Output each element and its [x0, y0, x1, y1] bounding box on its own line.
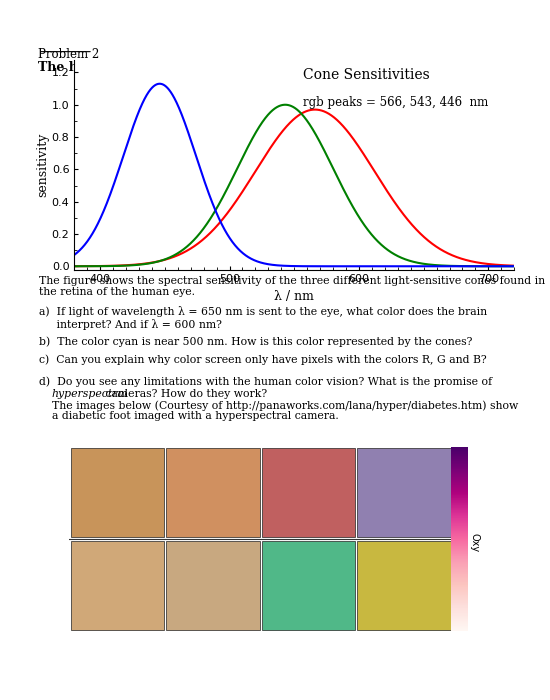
Bar — [358, 541, 451, 630]
Bar — [70, 541, 164, 630]
Text: d)  Do you see any limitations with the human color vision? What is the promise : d) Do you see any limitations with the h… — [39, 377, 492, 387]
Text: Cone Sensitivities: Cone Sensitivities — [303, 68, 430, 82]
Text: Oxy: Oxy — [469, 533, 479, 552]
Bar — [262, 541, 355, 630]
Bar — [166, 448, 260, 537]
Text: The human eye vs hyperspectral cameras.: The human eye vs hyperspectral cameras. — [38, 61, 332, 74]
Text: cameras? How do they work?: cameras? How do they work? — [102, 389, 267, 399]
Bar — [262, 448, 355, 537]
Text: The figure shows the spectral sensitivity of the three different light-sensitive: The figure shows the spectral sensitivit… — [39, 276, 544, 298]
Bar — [358, 448, 451, 537]
X-axis label: λ / nm: λ / nm — [274, 290, 314, 303]
Text: a)  If light of wavelength λ = 650 nm is sent to the eye, what color does the br: a) If light of wavelength λ = 650 nm is … — [39, 306, 487, 330]
Text: Deoxy: Deoxy — [395, 643, 431, 652]
Text: Bottom Row – After Exercise: Bottom Row – After Exercise — [118, 641, 331, 654]
Text: b)  The color cyan is near 500 nm. How is this color represented by the cones?: b) The color cyan is near 500 nm. How is… — [39, 336, 472, 346]
Text: a diabetic foot imaged with a hyperspectral camera.: a diabetic foot imaged with a hyperspect… — [52, 411, 338, 421]
Text: Top Row - Baseline: Top Row - Baseline — [203, 426, 344, 439]
Text: The images below (Courtesy of http://panaworks.com/lana/hyper/diabetes.htm) show: The images below (Courtesy of http://pan… — [52, 400, 518, 411]
Text: hyperspectral: hyperspectral — [52, 389, 128, 399]
Bar — [166, 541, 260, 630]
Y-axis label: sensitivity: sensitivity — [36, 132, 49, 197]
Text: 01:36  tir. 26. feb.: 01:36 tir. 26. feb. — [11, 10, 92, 19]
Text: rgb peaks = 566, 543, 446  nm: rgb peaks = 566, 543, 446 nm — [303, 96, 488, 108]
Text: Problem set No 6.pdf: Problem set No 6.pdf — [210, 9, 340, 22]
Text: ☠  58 %: ☠ 58 % — [502, 10, 539, 19]
Bar — [70, 448, 164, 537]
Text: Problem 2: Problem 2 — [38, 48, 99, 61]
Text: c)  Can you explain why color screen only have pixels with the colors R, G and B: c) Can you explain why color screen only… — [39, 355, 486, 365]
